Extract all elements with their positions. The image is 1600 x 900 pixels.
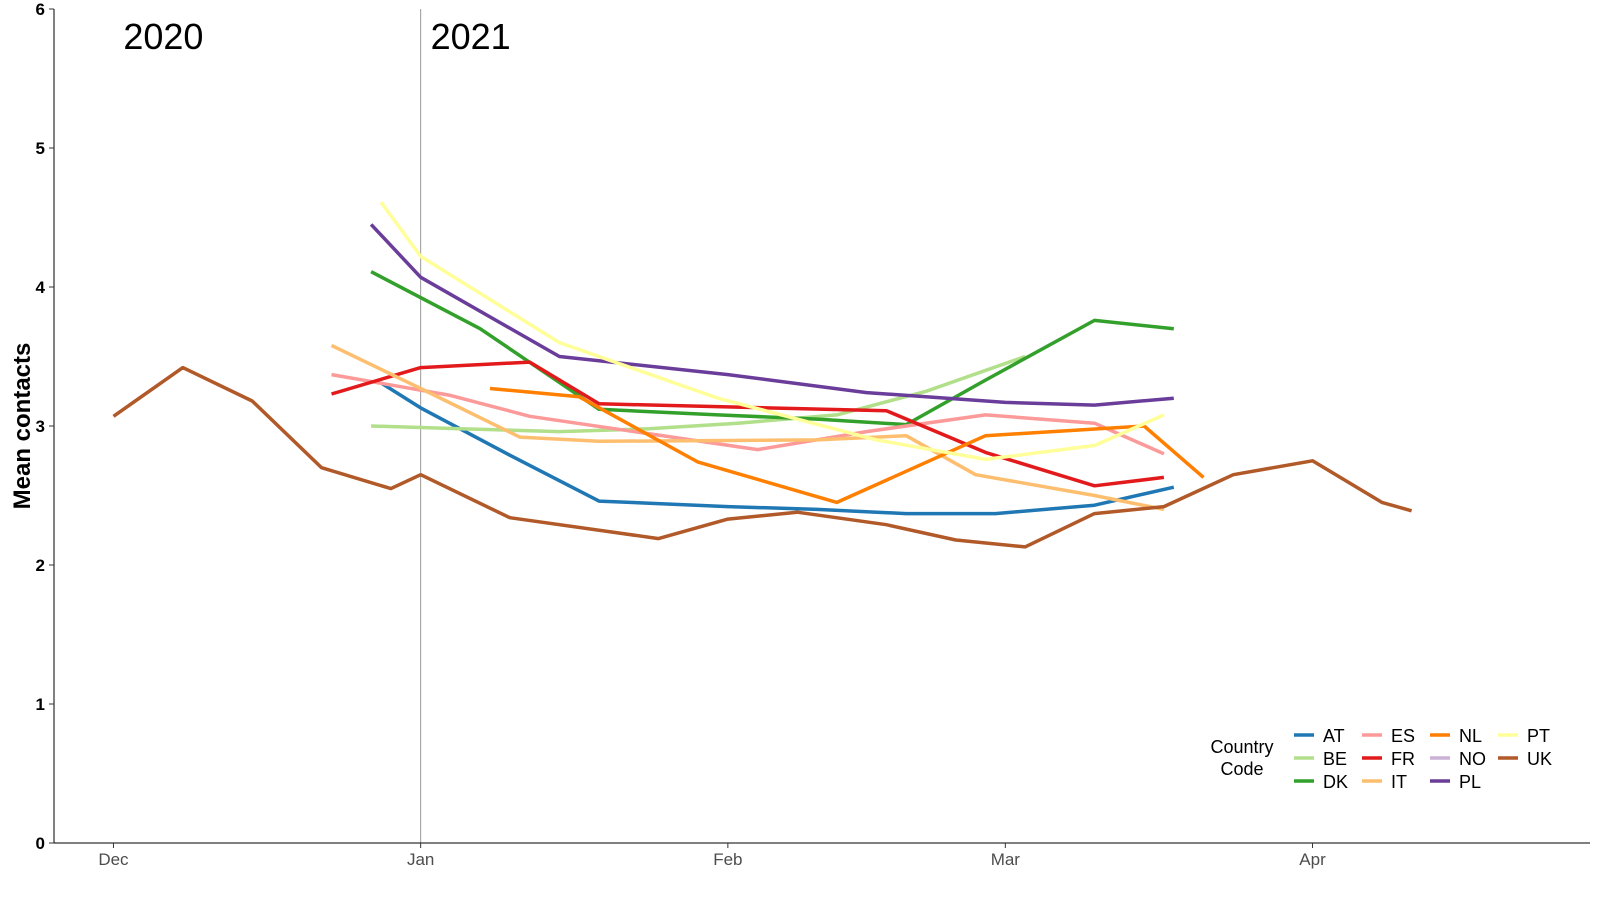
axes: 0 1 2 3 4 5 6 Dec Jan Feb Mar Apr Mean contacts: [9, 0, 1590, 869]
series-line-nl: [489, 386, 1205, 505]
x-tick-label: Mar: [991, 850, 1021, 869]
legend-item-be: BE: [1294, 749, 1347, 769]
legend-label: BE: [1323, 749, 1347, 769]
year-label-2020: 2020: [123, 16, 203, 57]
legend-label: UK: [1527, 749, 1552, 769]
y-tick-label: 6: [36, 0, 45, 19]
series-line-fr: [331, 360, 1165, 488]
y-tick-label: 2: [36, 556, 45, 575]
series-line-uk: [112, 365, 1413, 549]
y-axis-title: Mean contacts: [9, 343, 36, 510]
legend-item-fr: FR: [1362, 749, 1415, 769]
year-label-2021: 2021: [431, 16, 511, 57]
x-tick-label: Feb: [713, 850, 742, 869]
year-annotations: 2020 2021: [123, 16, 510, 57]
y-axis-ticks: 0 1 2 3 4 5 6: [36, 0, 54, 853]
legend-item-pl: PL: [1430, 772, 1481, 792]
legend-label: ES: [1391, 726, 1415, 746]
legend: Country Code AT BE DK ES FR IT NL NO PL PT UK: [1210, 726, 1552, 792]
x-tick-label: Dec: [98, 850, 129, 869]
legend-item-at: AT: [1294, 726, 1345, 746]
legend-title: Country Code: [1210, 737, 1273, 779]
legend-item-es: ES: [1362, 726, 1415, 746]
legend-item-uk: UK: [1498, 749, 1552, 769]
y-tick-label: 1: [36, 695, 45, 714]
legend-item-it: IT: [1362, 772, 1407, 792]
series-line-pt: [379, 201, 1165, 462]
series-line-pl: [369, 223, 1174, 407]
legend-label: IT: [1391, 772, 1407, 792]
series-line-be: [371, 354, 1026, 434]
legend-label: NO: [1459, 749, 1486, 769]
y-tick-label: 3: [36, 417, 45, 436]
series-line-dk: [370, 270, 1174, 427]
legend-label: PT: [1527, 726, 1550, 746]
legend-item-dk: DK: [1294, 772, 1348, 792]
y-tick-label: 4: [36, 278, 46, 297]
legend-label: FR: [1391, 749, 1415, 769]
legend-label: DK: [1323, 772, 1348, 792]
series-line-at: [380, 381, 1175, 516]
legend-item-nl: NL: [1430, 726, 1482, 746]
y-tick-label: 5: [36, 139, 45, 158]
legend-label: AT: [1323, 726, 1345, 746]
series-line-it: [330, 343, 1165, 512]
legend-label: NL: [1459, 726, 1482, 746]
legend-item-pt: PT: [1498, 726, 1550, 746]
x-tick-label: Jan: [407, 850, 434, 869]
x-axis-ticks: Dec Jan Feb Mar Apr: [98, 843, 1326, 869]
y-tick-label: 0: [36, 834, 45, 853]
legend-item-no: NO: [1430, 749, 1486, 769]
series-lines: [112, 201, 1413, 549]
legend-label: PL: [1459, 772, 1481, 792]
x-tick-label: Apr: [1299, 850, 1326, 869]
